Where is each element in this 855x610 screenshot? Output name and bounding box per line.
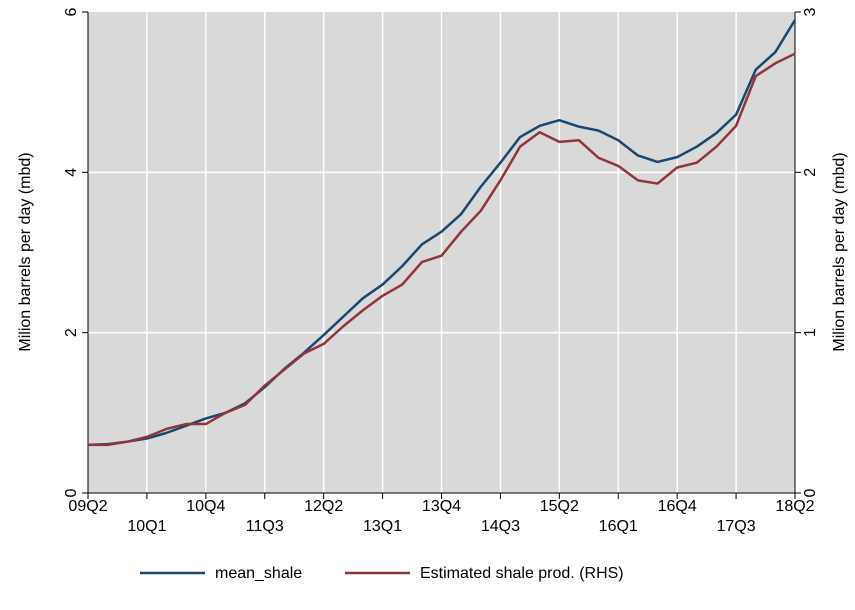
x-tick-label: 15Q2 (540, 498, 579, 515)
x-tick-label: 14Q3 (481, 518, 520, 535)
y-tick-label: 2 (63, 328, 80, 337)
y2-axis-label: Milion barrels per day (mbd) (831, 152, 848, 351)
x-tick-label: 16Q4 (658, 498, 697, 515)
x-tick-label: 18Q2 (775, 498, 814, 515)
y-tick-label: 6 (63, 7, 80, 16)
x-tick-label: 09Q2 (68, 498, 107, 515)
legend-label: Estimated shale prod. (RHS) (420, 565, 624, 582)
legend-label: mean_shale (215, 565, 302, 582)
x-tick-label: 11Q3 (246, 518, 284, 535)
y-tick-label: 4 (63, 168, 80, 177)
x-tick-label: 13Q4 (422, 498, 461, 515)
y2-tick-label: 0 (802, 488, 819, 497)
y2-tick-label: 3 (802, 7, 819, 16)
x-tick-label: 16Q1 (599, 518, 638, 535)
series-line (88, 52, 796, 447)
x-tick-label: 12Q2 (304, 498, 343, 515)
y-tick-label: 0 (63, 488, 80, 497)
x-tick-label: 10Q4 (186, 498, 225, 515)
y2-tick-label: 1 (802, 328, 819, 337)
x-tick-label: 13Q1 (363, 518, 402, 535)
y-axis-label: Milion barrels per day (mbd) (17, 152, 34, 351)
y2-tick-label: 2 (802, 168, 819, 177)
x-tick-label: 10Q1 (127, 518, 166, 535)
series-line (87, 19, 797, 447)
x-tick-label: 17Q3 (717, 518, 756, 535)
